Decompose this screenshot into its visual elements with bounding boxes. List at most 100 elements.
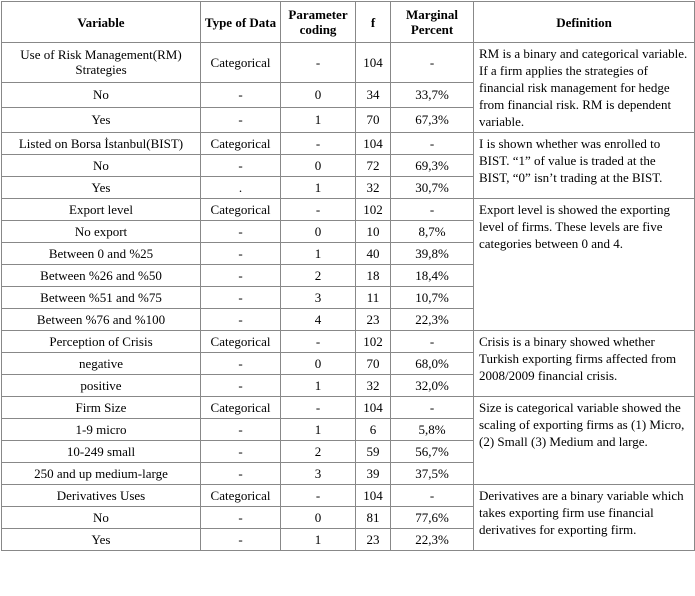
coding-cell: 1 [280,528,356,551]
definition-cell: Derivatives are a binary variable which … [473,484,695,551]
type-cell: - [200,418,281,441]
header-row: Variable Type of Data Parameter coding f Mar… [1,1,695,43]
type-cell: - [200,81,281,108]
frequency-cell: 104 [355,42,391,83]
coding-cell: 2 [280,264,356,287]
frequency-cell: 6 [355,418,391,441]
table-row: Yes -1 70 67,3% [1,106,695,134]
frequency-cell: 104 [355,132,391,155]
percent-cell: 33,7% [390,81,474,108]
percent-cell: 30,7% [390,176,474,199]
percent-cell: 77,6% [390,506,474,529]
column-header: Type of Data [200,1,281,43]
coding-cell: - [280,484,356,507]
type-cell: - [200,242,281,265]
percent-cell: 18,4% [390,264,474,287]
coding-cell: 1 [280,374,356,397]
coding-cell: 0 [280,154,356,177]
percent-cell: 56,7% [390,440,474,463]
column-header: Variable [1,1,201,43]
percent-cell: 68,0% [390,352,474,375]
frequency-cell: 81 [355,506,391,529]
variable-cell: negative [1,352,201,375]
percent-cell: 69,3% [390,154,474,177]
variable-cell: No [1,81,201,108]
percent-cell: - [390,330,474,353]
coding-cell: 1 [280,106,356,134]
variable-cell: Listed on Borsa İstanbul(BIST) [1,132,201,155]
type-cell: - [200,528,281,551]
frequency-cell: 104 [355,484,391,507]
frequency-cell: 18 [355,264,391,287]
type-cell: Categorical [200,396,281,419]
frequency-cell: 104 [355,396,391,419]
column-header: Marginal Percent [390,1,474,43]
frequency-cell: 70 [355,352,391,375]
percent-cell: 22,3% [390,308,474,331]
table-row: Between 0 and %25-1 40 39,8% [1,242,695,265]
table-row: Derivatives Uses Categorical -104- Derivati… [1,484,695,551]
table-row: No -0 34 33,7% [1,81,695,108]
coding-cell: - [280,42,356,83]
table-row: Between %26 and %50-2 18 18,4% [1,264,695,287]
table-row: 250 and up medium-large -3 39 37,5% [1,462,695,485]
percent-cell: 22,3% [390,528,474,551]
frequency-cell: 23 [355,308,391,331]
table-row: 1-9 micro -1 6 5,8% [1,418,695,441]
percent-cell: 10,7% [390,286,474,309]
coding-cell: 4 [280,308,356,331]
frequency-cell: 39 [355,462,391,485]
table-row: No export -0 10 8,7% [1,220,695,243]
type-cell: Categorical [200,132,281,155]
table-row: Use of Risk Management(RM) Strategies Cat… [1,42,695,133]
variable-cell: Perception of Crisis [1,330,201,353]
frequency-cell: 32 [355,374,391,397]
variable-cell: 1-9 micro [1,418,201,441]
coding-cell: - [280,198,356,221]
coding-cell: - [280,330,356,353]
variable-cell: Use of Risk Management(RM) Strategies [1,42,201,83]
variable-cell: Between %26 and %50 [1,264,201,287]
variable-cell: Export level [1,198,201,221]
frequency-cell: 59 [355,440,391,463]
frequency-cell: 40 [355,242,391,265]
variable-cell: Between %76 and %100 [1,308,201,331]
percent-cell: - [390,132,474,155]
type-cell: - [200,106,281,134]
frequency-cell: 102 [355,330,391,353]
percent-cell: 8,7% [390,220,474,243]
percent-cell: 37,5% [390,462,474,485]
table-row: Perception of Crisis Categorical -102- Cris… [1,330,695,397]
coding-cell: 1 [280,176,356,199]
type-cell: Categorical [200,198,281,221]
variable-cell: Yes [1,176,201,199]
type-cell: - [200,220,281,243]
variable-cell: No export [1,220,201,243]
type-cell: - [200,374,281,397]
percent-cell: - [390,484,474,507]
variable-cell: No [1,506,201,529]
percent-cell: 5,8% [390,418,474,441]
variable-cell: Between %51 and %75 [1,286,201,309]
type-cell: . [200,176,281,199]
column-header: Definition [473,1,695,43]
frequency-cell: 34 [355,81,391,108]
column-header: f [355,1,391,43]
definition-cell: RM is a binary and categorical variable.… [473,42,695,133]
type-cell: - [200,462,281,485]
variable-cell: Between 0 and %25 [1,242,201,265]
coding-cell: - [280,396,356,419]
type-cell: - [200,440,281,463]
frequency-cell: 72 [355,154,391,177]
definition-cell: Size is categorical variable showed the … [473,396,695,485]
variable-cell: Derivatives Uses [1,484,201,507]
percent-cell: - [390,396,474,419]
table-body: Use of Risk Management(RM) Strategies Cat… [1,42,695,551]
variable-cell: positive [1,374,201,397]
variable-cell: 10-249 small [1,440,201,463]
percent-cell: 67,3% [390,106,474,134]
type-cell: - [200,264,281,287]
frequency-cell: 70 [355,106,391,134]
coding-cell: 0 [280,81,356,108]
